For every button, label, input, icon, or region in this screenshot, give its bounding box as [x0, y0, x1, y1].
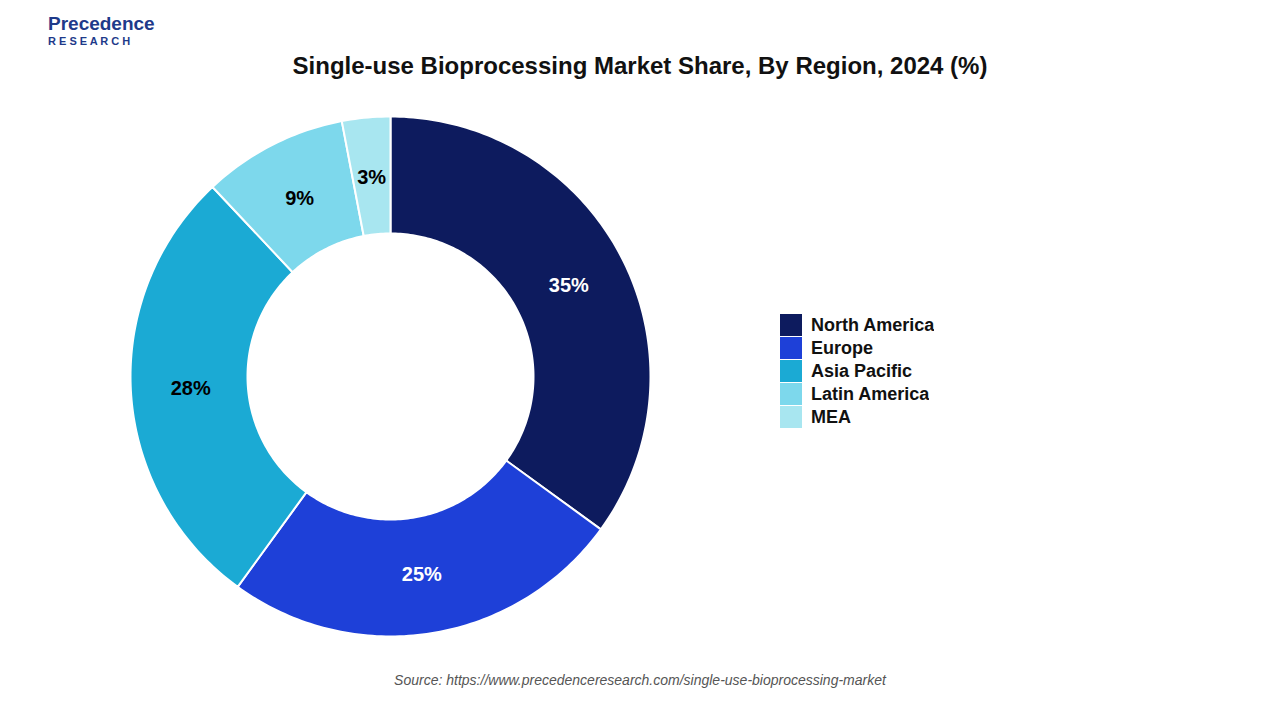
svg-text:25%: 25%: [402, 563, 442, 585]
html-text:Precedence: Precedence: [48, 13, 155, 34]
html-text:Source: https://www.precedence: Source: https://www.precedenceresearch.c…: [394, 672, 886, 688]
svg-text:3%: 3%: [357, 166, 386, 188]
html-text:R E S E A R C H: R E S E A R C H: [48, 34, 131, 47]
html-text:Europe: Europe: [811, 337, 873, 358]
svg-text:9%: 9%: [285, 187, 314, 209]
svg-text:35%: 35%: [549, 274, 589, 296]
html-text:Asia Pacific: Asia Pacific: [811, 360, 913, 381]
html-text:MEA: MEA: [811, 406, 851, 427]
html-text:Single-use Bioprocessing Marke: Single-use Bioprocessing Market Share, B…: [292, 52, 988, 79]
html-text:Latin America: Latin America: [811, 383, 930, 404]
svg-text:28%: 28%: [171, 377, 211, 399]
html-text:North America: North America: [811, 314, 935, 335]
